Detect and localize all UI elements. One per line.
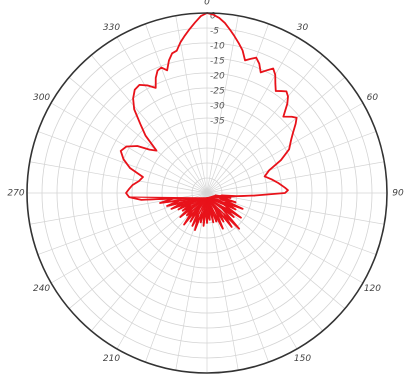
grid-spoke	[206, 15, 239, 194]
series-spike	[183, 197, 208, 225]
grid-spoke	[29, 161, 208, 194]
polar-grid	[27, 13, 387, 373]
radial-tick-label: -30	[210, 102, 225, 112]
grid-spoke	[206, 23, 269, 194]
radial-tick-label: -15	[210, 57, 225, 67]
angle-tick-label: 300	[33, 93, 50, 103]
series-layer	[119, 12, 298, 231]
grid-spoke	[206, 54, 323, 194]
angle-tick-label: 90	[392, 189, 404, 199]
grid-spoke	[206, 192, 377, 255]
series-spike	[166, 197, 208, 207]
radial-tick-label: -10	[210, 42, 225, 52]
angle-tick-label: 210	[103, 354, 120, 364]
grid-spoke	[145, 23, 208, 194]
radial-tick-label: -20	[210, 72, 225, 82]
grid-spoke	[206, 36, 298, 194]
series-spike	[171, 197, 208, 210]
radial-tick-label: -5	[210, 27, 219, 37]
grid-spoke	[206, 161, 385, 194]
radial-tick-label: -35	[210, 117, 225, 127]
series-spike	[159, 197, 208, 204]
grid-spoke	[91, 192, 208, 332]
angle-tick-label: 240	[33, 284, 50, 294]
radial-ticks: 0 -5 -10 -15 -20 -25 -30 -35	[210, 12, 225, 127]
angle-ticks: 0306090120150180210240270300330	[7, 0, 404, 380]
radial-tick-label: -25	[210, 87, 225, 97]
grid-spoke	[206, 131, 377, 194]
grid-spoke	[175, 15, 208, 194]
angle-tick-label: 0	[204, 0, 210, 8]
grid-spoke	[68, 77, 208, 194]
grid-spoke	[206, 102, 364, 194]
grid-spoke	[37, 131, 208, 194]
angle-tick-label: 120	[364, 284, 381, 294]
grid-spoke	[50, 102, 208, 194]
series-spike	[129, 196, 208, 199]
series-spike	[179, 197, 208, 218]
angle-tick-label: 60	[367, 93, 379, 103]
angle-tick-label: 30	[297, 23, 309, 33]
grid-spoke	[206, 192, 239, 371]
grid-spoke	[206, 192, 269, 363]
grid-spoke	[91, 54, 208, 194]
angle-tick-label: 330	[103, 23, 120, 33]
series-spike	[191, 197, 208, 227]
grid-spoke	[206, 192, 385, 225]
radial-tick-label: 0	[210, 12, 216, 22]
outer-ring	[26, 12, 388, 374]
angle-tick-label: 270	[7, 189, 24, 199]
grid-spoke	[175, 192, 208, 371]
grid-spoke	[206, 77, 346, 194]
grid-spoke	[116, 36, 208, 194]
angle-tick-label: 150	[294, 354, 311, 364]
